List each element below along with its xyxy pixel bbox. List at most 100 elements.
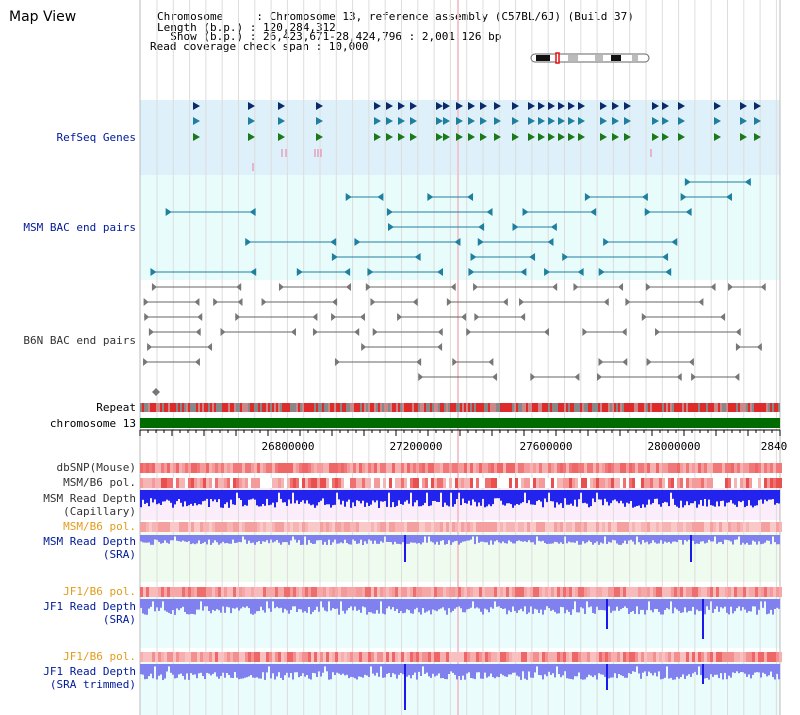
gene-glyph <box>548 102 555 110</box>
coverage-span-info: Read coverage check span : 10,000 <box>150 40 369 53</box>
track-label-refseq[interactable]: RefSeq Genes <box>56 131 136 144</box>
refseq-gene-features <box>193 102 761 171</box>
gene-glyph <box>662 117 669 125</box>
gene-glyph <box>386 133 393 141</box>
gene-glyph <box>480 102 487 110</box>
track-label-jf1-depth-sra-1[interactable]: JF1 Read Depth <box>43 600 136 613</box>
track-label-msm-bac[interactable]: MSM BAC end pairs <box>23 221 136 234</box>
gene-glyph <box>528 102 535 110</box>
gene-glyph <box>558 102 565 110</box>
view-title: Map View <box>9 9 77 25</box>
track-label-dbsnp[interactable]: dbSNP(Mouse) <box>56 461 136 474</box>
track-label-jf1-b6-pol-2[interactable]: JF1/B6 pol. <box>63 650 136 663</box>
track-label-chromosome[interactable]: chromosome 13 <box>49 417 136 430</box>
gene-glyph <box>410 133 417 141</box>
gene-glyph <box>316 117 323 125</box>
gene-glyph <box>374 117 381 125</box>
gene-glyph <box>652 117 659 125</box>
gene-glyph <box>568 117 575 125</box>
gene-glyph <box>480 133 487 141</box>
gene-glyph <box>248 117 255 125</box>
gene-glyph <box>600 102 607 110</box>
axis-tick-label: 28000000 <box>648 440 701 453</box>
gene-glyph <box>436 117 443 125</box>
gene-glyph <box>374 133 381 141</box>
gene-glyph <box>754 102 761 110</box>
gene-glyph <box>662 102 669 110</box>
read-depth-tracks <box>140 490 780 710</box>
gene-glyph <box>578 102 585 110</box>
track-label-repeat[interactable]: Repeat <box>96 401 136 414</box>
gene-glyph <box>193 102 200 110</box>
gene-glyph <box>754 133 761 141</box>
gene-glyph <box>652 133 659 141</box>
gene-glyph <box>436 133 443 141</box>
track-label-msm-b6-pol-2[interactable]: MSM/B6 pol. <box>63 520 136 533</box>
gene-glyph <box>548 117 555 125</box>
gene-glyph <box>248 133 255 141</box>
track-label-msm-depth-sra-2: (SRA) <box>102 548 136 561</box>
gene-glyph <box>538 102 545 110</box>
track-label-msm-depth-sra-1[interactable]: MSM Read Depth <box>43 535 136 548</box>
gene-glyph <box>456 133 463 141</box>
gene-glyph <box>468 117 475 125</box>
gene-glyph <box>456 102 463 110</box>
b6n-bac-end-pair-features <box>143 283 766 396</box>
gene-glyph <box>600 117 607 125</box>
gene-glyph <box>754 117 761 125</box>
gene-glyph <box>678 102 685 110</box>
gene-glyph <box>652 102 659 110</box>
gene-glyph <box>612 102 619 110</box>
chromosome-bar <box>140 418 780 428</box>
gene-glyph <box>436 102 443 110</box>
msm-bac-end-pair-features <box>150 178 751 276</box>
gene-glyph <box>193 117 200 125</box>
gene-glyph <box>443 133 450 141</box>
track-label-msm-depth-cap-2: (Capillary) <box>63 505 136 518</box>
gene-glyph <box>528 117 535 125</box>
chromosome-ideogram <box>530 52 650 64</box>
track-label-jf1-depth-sra-2: (SRA) <box>102 613 136 626</box>
gene-glyph <box>678 133 685 141</box>
track-label-msm-b6-pol-1[interactable]: MSM/B6 pol. <box>63 476 136 489</box>
gene-glyph <box>494 117 501 125</box>
position-axis: 26800000 27200000 27600000 28000000 2840 <box>139 429 787 453</box>
track-label-jf1-b6-pol-1[interactable]: JF1/B6 pol. <box>63 585 136 598</box>
gene-glyph <box>494 133 501 141</box>
gene-glyph <box>278 133 285 141</box>
gene-glyph <box>398 102 405 110</box>
gene-glyph <box>578 117 585 125</box>
gene-glyph <box>512 102 519 110</box>
gene-glyph <box>443 102 450 110</box>
gene-glyph <box>740 133 747 141</box>
track-label-b6n-bac[interactable]: B6N BAC end pairs <box>23 334 136 347</box>
gene-glyph <box>410 117 417 125</box>
track-label-jf1-depth-trim-2: (SRA trimmed) <box>49 678 136 691</box>
gene-glyph <box>528 133 535 141</box>
gene-glyph <box>278 117 285 125</box>
gene-glyph <box>624 117 631 125</box>
gene-glyph <box>548 133 555 141</box>
axis-tick-label: 26800000 <box>262 440 315 453</box>
gene-glyph <box>398 133 405 141</box>
gene-glyph <box>714 102 721 110</box>
gene-glyph <box>558 133 565 141</box>
show-range-info: Show (b.p.) : 26,423,671-28,424,796 : 2,… <box>157 30 502 43</box>
gene-glyph <box>612 117 619 125</box>
gene-glyph <box>468 133 475 141</box>
gene-glyph <box>386 117 393 125</box>
gene-glyph <box>494 102 501 110</box>
gene-glyph <box>538 117 545 125</box>
gene-glyph <box>624 102 631 110</box>
track-label-msm-depth-cap-1[interactable]: MSM Read Depth <box>43 492 136 505</box>
track-label-jf1-depth-trim-1[interactable]: JF1 Read Depth <box>43 665 136 678</box>
gene-glyph <box>740 102 747 110</box>
snp-tracks <box>140 463 782 662</box>
gene-glyph <box>568 102 575 110</box>
gene-glyph <box>193 133 200 141</box>
gene-glyph <box>662 133 669 141</box>
gene-glyph <box>538 133 545 141</box>
gene-glyph <box>714 133 721 141</box>
gene-glyph <box>568 133 575 141</box>
